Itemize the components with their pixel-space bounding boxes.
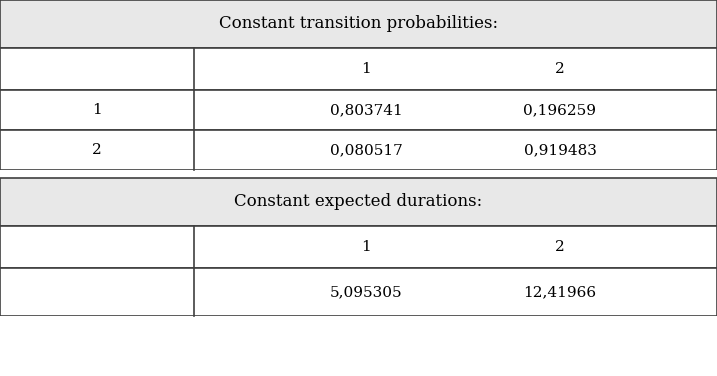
Bar xyxy=(0,178,717,226)
Text: 0,080517: 0,080517 xyxy=(330,143,403,157)
Text: 2: 2 xyxy=(555,240,565,254)
Text: 12,41966: 12,41966 xyxy=(523,285,597,299)
Text: 0,803741: 0,803741 xyxy=(330,103,403,117)
Text: Constant expected durations:: Constant expected durations: xyxy=(234,194,483,211)
Text: 5,095305: 5,095305 xyxy=(330,285,403,299)
Text: 1: 1 xyxy=(92,103,102,117)
Text: Constant transition probabilities:: Constant transition probabilities: xyxy=(219,15,498,32)
Text: 1: 1 xyxy=(361,62,371,76)
Bar xyxy=(0,130,717,170)
Bar xyxy=(0,226,717,268)
Text: 1: 1 xyxy=(361,240,371,254)
Bar xyxy=(0,170,717,178)
Bar xyxy=(0,48,717,90)
Text: 0,196259: 0,196259 xyxy=(523,103,597,117)
Text: 2: 2 xyxy=(555,62,565,76)
Text: 2: 2 xyxy=(92,143,102,157)
Bar xyxy=(0,316,717,376)
Bar xyxy=(0,90,717,130)
Text: 0,919483: 0,919483 xyxy=(523,143,597,157)
Bar xyxy=(0,268,717,316)
Bar xyxy=(0,0,717,48)
